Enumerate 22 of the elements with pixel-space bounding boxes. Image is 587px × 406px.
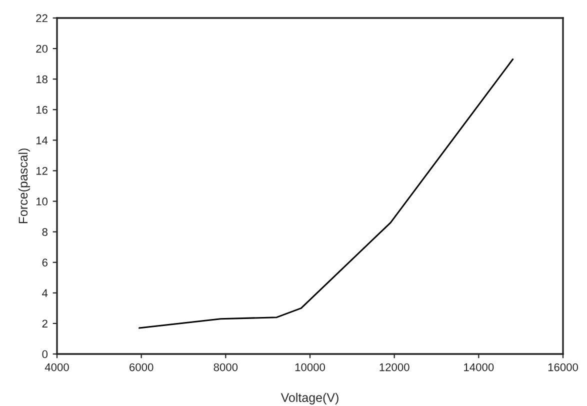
x-axis-title: Voltage(V): [280, 392, 338, 404]
x-tick-label: 14000: [464, 363, 494, 372]
y-tick-label: 12: [36, 166, 48, 175]
line-series: [138, 58, 514, 329]
x-tick-label: 12000: [380, 363, 410, 372]
y-tick-label: 10: [36, 198, 48, 206]
y-tick-label: 6: [42, 258, 48, 266]
x-tick-label: 16000: [548, 363, 578, 372]
x-tick-label: 10000: [295, 363, 326, 372]
y-tick-label: 8: [42, 228, 48, 236]
x-tick-label: 4000: [44, 363, 69, 372]
y-tick-label: 18: [36, 75, 48, 84]
y-tick-label: 0: [42, 350, 48, 358]
y-tick-label: 4: [42, 289, 48, 297]
y-tick-label: 14: [36, 136, 48, 144]
y-tick-label: 16: [36, 106, 48, 114]
y-tick-label: 22: [36, 14, 48, 22]
x-tick-label: 6000: [130, 363, 154, 372]
y-tick-label: 2: [42, 320, 48, 328]
y-axis-title: Force(pascal): [18, 148, 30, 224]
x-tick-label: 8000: [214, 363, 238, 372]
y-tick-label: 20: [36, 44, 48, 53]
